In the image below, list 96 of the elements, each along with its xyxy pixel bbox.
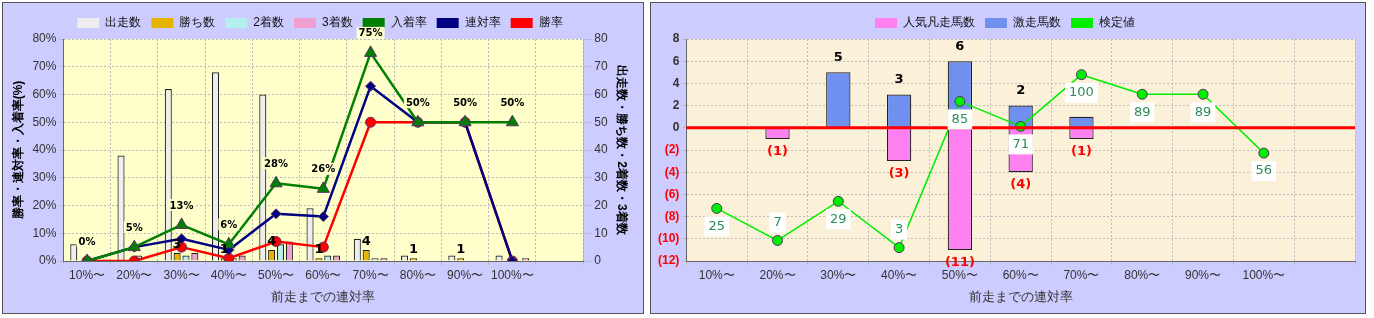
x-tick-label: 30%〜 [163, 267, 200, 282]
y2-tick-label: 20 [594, 197, 608, 212]
data-label: 89 [1194, 103, 1212, 119]
y-tick-label: (10) [658, 231, 680, 246]
legend-label: 入着率 [390, 15, 427, 30]
x-tick-label: 60%〜 [305, 267, 342, 282]
y-tick-label: 40% [32, 142, 57, 157]
data-label: 5% [125, 221, 143, 233]
data-label: (3) [888, 164, 910, 180]
y-tick-label: 50% [32, 114, 57, 129]
x-tick-label: 10%〜 [69, 267, 106, 282]
y-tick-label: 70% [32, 59, 57, 74]
x-tick-label: 100%〜 [1242, 267, 1286, 282]
x-tick-label: 60%〜 [1002, 267, 1039, 282]
y-tick-label: 80% [32, 31, 57, 46]
y2-tick-label: 30 [594, 170, 608, 185]
data-label: 25 [708, 217, 726, 233]
data-label: 3 [172, 235, 182, 251]
x-tick-label: 10%〜 [698, 267, 735, 282]
y2-tick-label: 70 [594, 59, 608, 74]
y-tick-label: 20% [32, 197, 57, 212]
data-label: 1 [456, 241, 466, 257]
y-tick-label: 8 [672, 31, 680, 46]
y2-axis-title: 出走数・勝ち数・2着数・3着数 [615, 65, 630, 236]
legend-label: 検定値 [1099, 15, 1135, 30]
x-tick-label: 80%〜 [1124, 267, 1161, 282]
y-tick-label: 2 [672, 97, 680, 112]
data-label: 6% [220, 218, 238, 230]
data-label: (1) [1070, 142, 1092, 158]
data-label: 28% [264, 157, 289, 169]
data-label: 29 [830, 210, 847, 226]
x-tick-label: 80%〜 [399, 267, 436, 282]
x-axis-title: 前走までの連対率 [271, 288, 376, 304]
data-label: 50% [453, 96, 478, 108]
y-tick-label: 0 [672, 120, 680, 135]
data-label: 4 [361, 232, 371, 248]
x-tick-label: 40%〜 [210, 267, 247, 282]
y-tick-label: (12) [658, 253, 680, 268]
y2-tick-label: 80 [594, 31, 608, 46]
x-axis-title: 前走までの連対率 [968, 288, 1073, 304]
y-tick-label: (4) [664, 164, 680, 179]
data-label: 7 [773, 213, 782, 229]
y-tick-label: (2) [664, 142, 680, 157]
y-tick-label: 6 [672, 53, 680, 68]
y2-tick-label: 40 [594, 142, 608, 157]
data-label: 3 [894, 71, 904, 87]
data-label: (11) [944, 253, 975, 269]
y2-tick-label: 60 [594, 86, 608, 101]
legend-label: 出走数 [105, 15, 142, 30]
data-label: (4) [1010, 176, 1032, 192]
y-axis-title: 勝率・連対率・入着率(%) [10, 80, 25, 221]
x-tick-label: 90%〜 [1185, 267, 1222, 282]
data-label: 3 [894, 221, 904, 236]
data-label: 0% [78, 235, 96, 247]
data-label: 26% [311, 163, 336, 175]
x-tick-label: 50%〜 [258, 267, 295, 282]
x-tick-label: 100%〜 [491, 267, 534, 282]
legend-label: 激走馬数 [1013, 15, 1061, 30]
y2-tick-label: 10 [594, 225, 608, 240]
data-label: 100 [1069, 84, 1094, 100]
data-label: 71 [1012, 135, 1029, 151]
legend-label: 3着数 [322, 15, 353, 30]
x-tick-label: 50%〜 [941, 267, 978, 282]
x-tick-label: 90%〜 [447, 267, 484, 282]
data-label: 2 [1016, 82, 1026, 98]
data-label: 56 [1255, 162, 1273, 178]
y2-tick-label: 0 [594, 253, 602, 268]
data-label: 50% [500, 96, 525, 108]
x-tick-label: 20%〜 [116, 267, 153, 282]
y-tick-label: 4 [672, 75, 680, 90]
y-tick-label: (8) [664, 208, 680, 223]
x-tick-label: 20%〜 [759, 267, 796, 282]
y-tick-label: (6) [664, 186, 680, 201]
data-label: (1) [767, 142, 788, 158]
legend-label: 2着数 [253, 15, 285, 30]
legend-label: 連対率 [464, 15, 501, 30]
legend-label: 人気凡走馬数 [903, 15, 975, 30]
data-label: 85 [951, 110, 969, 126]
y-tick-label: 60% [32, 86, 57, 101]
data-label: 50% [405, 96, 430, 108]
x-tick-label: 40%〜 [881, 267, 918, 282]
legend-label: 勝ち数 [179, 15, 216, 30]
data-label: 13% [169, 199, 194, 211]
data-label: 5 [833, 49, 843, 65]
legend-label: 勝率 [538, 15, 563, 30]
data-label: 89 [1133, 103, 1151, 119]
y-tick-label: 0% [39, 253, 57, 268]
x-tick-label: 30%〜 [820, 267, 857, 282]
x-tick-label: 70%〜 [1063, 267, 1100, 282]
x-tick-label: 70%〜 [352, 267, 389, 282]
data-label: 1 [408, 241, 418, 257]
y-tick-label: 10% [32, 225, 57, 240]
data-label: 75% [358, 27, 383, 39]
data-label: 6 [955, 38, 965, 54]
y-tick-label: 30% [32, 170, 57, 185]
y2-tick-label: 50 [594, 114, 608, 129]
